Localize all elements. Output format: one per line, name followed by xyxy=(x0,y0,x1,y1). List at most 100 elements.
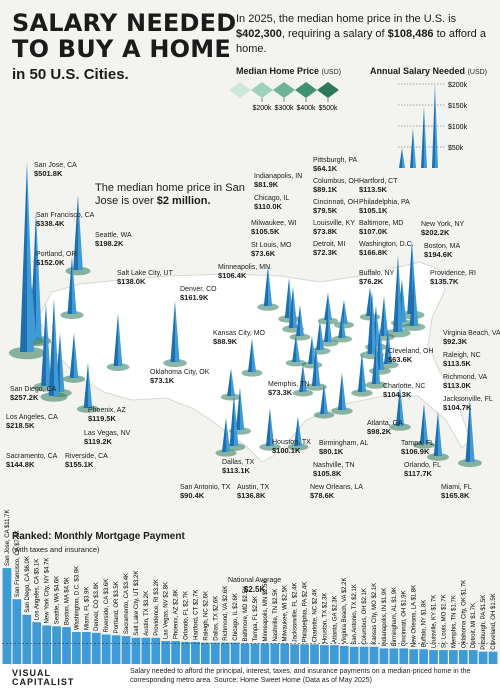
spike-charlotte-nc xyxy=(351,352,373,397)
label-nashville-tn: Nashville, TN $105.8K xyxy=(313,462,355,478)
salary-value: $73.6K xyxy=(251,249,276,258)
label-phoenix-az: Phoenix, AZ $119.5K xyxy=(88,407,126,423)
city-name: Austin, TX xyxy=(237,484,270,491)
salary-spikes xyxy=(8,161,482,468)
bar-raleigh-nc: Raleigh, NC $2.6K xyxy=(201,591,210,664)
salary-value: $152.0K xyxy=(36,258,65,267)
label-boston-ma: Boston, MA $194.6K xyxy=(424,243,460,259)
city-name: Phoenix, AZ xyxy=(88,407,126,414)
label-richmond-va: Richmond, VA $113.0K xyxy=(443,374,487,390)
legend-home-price-tick: $200k xyxy=(252,105,272,112)
city-name: New York, NY xyxy=(421,221,465,228)
intro-part-3: to afford a home. xyxy=(236,28,486,55)
spike-orlando-fl xyxy=(426,411,450,461)
bar-label: San Jose, CA $11.7K xyxy=(5,509,11,566)
salary-value: $90.4K xyxy=(180,491,205,500)
city-name: Nashville, TN xyxy=(313,462,355,469)
bar-label: Buffalo, NY $1.8K xyxy=(422,600,428,647)
bar-label: Denver, CO $3.8K xyxy=(94,582,100,631)
salary-value: $117.7K xyxy=(404,469,432,478)
label-chicago-il: Chicago, IL $110.0K xyxy=(254,195,289,211)
intro-text: In 2025, the median home price in the U.… xyxy=(236,12,486,57)
city-name: Hartford, CT xyxy=(359,178,398,185)
label-memphis-tn: Memphis, TN $73.3K xyxy=(268,381,310,397)
spike-cincinnati-oh xyxy=(309,319,331,355)
bar-label: Las Vegas, NV $2.8K xyxy=(164,582,170,639)
city-name: Denver, CO xyxy=(180,286,217,293)
visual-capitalist-logo: VISUAL CAPITALIST xyxy=(12,668,75,687)
city-name: Memphis, TN xyxy=(268,381,310,388)
city-name: Virginia Beach, VA xyxy=(443,330,500,337)
subtitle: in 50 U.S. Cities. xyxy=(12,66,129,83)
bar-detroit-mi: Detroit, MI $1.7K xyxy=(468,603,478,664)
city-name: Portland, OR xyxy=(36,251,77,258)
salary-value: $73.8K xyxy=(313,227,338,236)
bar-label: Columbus, OH $2.1K xyxy=(362,588,368,645)
salary-value: $144.8K xyxy=(6,460,35,469)
bar-rect xyxy=(52,626,61,664)
bar-rect xyxy=(32,622,42,664)
city-name: Buffalo, NY xyxy=(359,270,395,277)
bar-rect xyxy=(2,568,12,664)
bar-chicago-il: Chicago, IL $2.6K xyxy=(230,593,240,664)
bar-rect xyxy=(320,645,329,664)
salary-value: $100.1K xyxy=(272,446,301,455)
bar-label: Oklahoma City, OK $1.7K xyxy=(461,580,467,648)
bar-label: New York City, NY $4.7K xyxy=(45,558,51,624)
legend-spike xyxy=(421,106,424,168)
bar-miami-fl: Miami, FL $3.9K xyxy=(81,587,91,664)
label-hartford-ct: Hartford, CT $113.5K xyxy=(359,178,398,194)
spike-las-vegas-nv xyxy=(62,332,86,383)
city-name: Boston, MA xyxy=(424,243,461,250)
bar-dallas-tx: Dallas, TX $2.6K xyxy=(210,596,220,664)
salary-value: $136.8K xyxy=(237,491,266,500)
spike-providence-ri xyxy=(402,274,426,331)
spike-new-orleans-la xyxy=(287,416,309,451)
bar-las-vegas-nv: Las Vegas, NV $2.8K xyxy=(161,582,171,664)
bar-rect xyxy=(478,651,488,664)
title-line-1: SALARY NEEDED xyxy=(12,9,237,37)
bar-label: Charlotte, NC $2.4K xyxy=(312,589,318,643)
label-portland-or: Portland, OR $152.0K xyxy=(36,251,76,267)
label-st-louis-mo: St Louis, MO $73.6K xyxy=(251,242,291,258)
spike-san-jose-ca xyxy=(8,161,46,360)
label-buffalo-ny: Buffalo, NY $76.2K xyxy=(359,270,394,286)
bar-seattle-wa: Seattle, WA $4.6K xyxy=(52,576,61,664)
spike-san-diego-ca xyxy=(40,298,68,402)
label-cincinnati-oh: Cincinnati, OH $79.5K xyxy=(313,199,358,215)
bar-rect xyxy=(339,645,349,664)
label-louisville-ky: Louisville, KY $73.8K xyxy=(313,220,355,236)
spike-phoenix-az xyxy=(76,362,100,413)
bar-label: Raleigh, NC $2.6K xyxy=(203,591,209,641)
bar-label: Phoenix, AZ $2.8K xyxy=(174,589,180,639)
bar-label: Minneapolis, MN $2.5K xyxy=(263,579,269,641)
label-salt-lake-city-ut: Salt Lake City, UT $138.0K xyxy=(117,270,173,286)
salary-value: $104.7K xyxy=(443,403,472,412)
bar-kansas-city-mo: Kansas City, MO $2.1K xyxy=(369,583,379,664)
label-jacksonville-fl: Jacksonville, FL $104.7K xyxy=(443,396,493,412)
legend-spike xyxy=(432,84,435,168)
bar-label: Memphis, TN $1.7K xyxy=(451,595,457,648)
bar-label: Tampa, FL $2.5K xyxy=(253,596,259,641)
bar-label: Nashville, TN $2.5K xyxy=(273,589,279,642)
bar-rect xyxy=(12,599,22,664)
bar-label: Sacramento, CA $3.4K xyxy=(124,573,130,634)
spike-san-antonio-tx xyxy=(215,417,237,457)
legend-diamond xyxy=(317,82,339,98)
bar-rect xyxy=(369,646,379,664)
bar-hartford-ct: Hartford, CT $2.7K xyxy=(191,590,200,664)
bar-label: Birmingham, AL $1.9K xyxy=(392,587,398,646)
city-name: Miami, FL xyxy=(441,484,472,491)
bar-rect xyxy=(449,650,458,664)
salary-value: $106.4K xyxy=(218,271,247,280)
bar-label: Hartford, CT $2.7K xyxy=(193,590,199,640)
city-name: Detroit, MI xyxy=(313,241,346,248)
spike-cleveland-oh xyxy=(333,299,355,329)
national-average-label: National Average $2.5K xyxy=(228,577,282,594)
bar-label: Louisville, KY $1.7K xyxy=(432,595,438,648)
salary-value: $88.9K xyxy=(213,337,238,346)
bar-rect xyxy=(62,627,71,664)
bar-sacramento-ca: Sacramento, CA $3.4K xyxy=(121,573,131,664)
bar-philadelphia-pa: Philadelphia, PA $2.4K xyxy=(300,582,309,664)
